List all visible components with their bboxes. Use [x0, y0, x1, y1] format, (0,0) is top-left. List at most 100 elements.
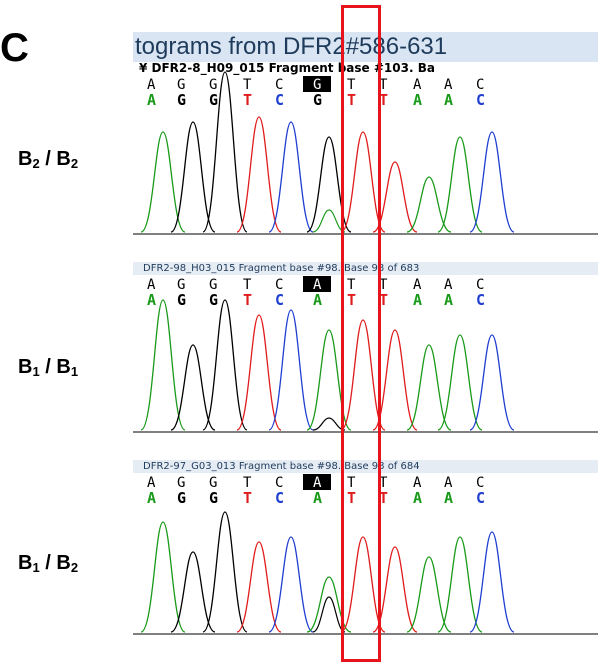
- peak-C: [469, 531, 515, 633]
- base-call: A: [413, 489, 422, 507]
- base-call: T: [347, 291, 356, 309]
- peak-G: [202, 71, 248, 233]
- base-call: T: [379, 291, 388, 309]
- base-letter: C: [275, 277, 283, 293]
- base-call: T: [347, 489, 356, 507]
- base-call: G: [209, 489, 218, 507]
- peak-T: [236, 314, 282, 431]
- peak-C: [469, 334, 515, 431]
- base-letter: G: [209, 475, 217, 491]
- base-call: A: [413, 91, 422, 109]
- peak-A: [437, 536, 483, 633]
- base-letter: A: [147, 77, 156, 93]
- base-letter: C: [476, 277, 484, 293]
- peak-T: [340, 131, 386, 233]
- base-letter: G: [209, 77, 217, 93]
- peak-T: [372, 329, 418, 431]
- selected-base-highlight: [303, 276, 331, 292]
- base-letter: A: [147, 277, 156, 293]
- base-call: G: [177, 91, 186, 109]
- base-letter: A: [413, 277, 422, 293]
- peak-T: [372, 546, 418, 633]
- trace-header-2: DFR2-98_H03_015 Fragment base #98. Base …: [133, 262, 598, 275]
- trace-2: A G G T C A T T A A CA G G T C A T T A A C: [133, 276, 598, 433]
- peak-T: [340, 536, 386, 633]
- base-call: C: [476, 489, 485, 507]
- chromatogram-viewer: tograms from DFR2#586-631 ¥ DFR2-8_H09_0…: [133, 32, 598, 662]
- selected-base-highlight: [303, 76, 331, 92]
- base-letter: T: [379, 277, 388, 293]
- base-call: A: [444, 91, 453, 109]
- base-call: T: [243, 91, 252, 109]
- base-call: G: [177, 489, 186, 507]
- peak-A: [437, 334, 483, 431]
- base-letter: A: [313, 277, 322, 293]
- peak-C: [268, 309, 314, 431]
- trace-1: A G G T C G T T A A CA G G T C G T T A A C: [133, 71, 598, 235]
- base-call: C: [476, 291, 485, 309]
- base-call: C: [275, 291, 284, 309]
- peak-A: [140, 131, 186, 233]
- base-call: T: [243, 291, 252, 309]
- base-letter: T: [347, 475, 356, 491]
- base-letter: T: [243, 277, 252, 293]
- base-letter: C: [275, 475, 283, 491]
- viewer-title: tograms from DFR2#586-631: [133, 32, 598, 62]
- base-letter: T: [347, 77, 356, 93]
- base-letter: T: [379, 77, 388, 93]
- peak-A: [437, 136, 483, 233]
- panel-letter: C: [0, 26, 29, 70]
- genotype-label-2: B1 / B1: [18, 356, 79, 379]
- base-call: G: [209, 91, 218, 109]
- base-letter: C: [476, 475, 484, 491]
- genotype-label-3: B1 / B2: [18, 552, 79, 575]
- peak-C: [268, 121, 314, 233]
- peak-A: [406, 556, 452, 633]
- peak-T: [340, 319, 386, 431]
- selected-base-highlight: [303, 474, 331, 490]
- base-call: G: [313, 91, 322, 109]
- base-call: T: [243, 489, 252, 507]
- genotype-label-1: B2 / B2: [18, 148, 79, 171]
- base-call: A: [313, 489, 322, 507]
- peak-G: [202, 299, 248, 431]
- base-letter: T: [379, 475, 388, 491]
- snp-highlight-box: [341, 5, 381, 662]
- base-call: C: [275, 91, 284, 109]
- peak-T: [236, 116, 282, 233]
- trace-header-3: DFR2-97_G03_013 Fragment base #98. Base …: [133, 460, 598, 473]
- peak-C: [469, 131, 515, 233]
- base-letter: G: [177, 277, 185, 293]
- base-letter: G: [177, 77, 185, 93]
- base-call: A: [313, 291, 322, 309]
- peak-G: [202, 511, 248, 633]
- base-letter: C: [275, 77, 283, 93]
- base-call: A: [147, 291, 156, 309]
- base-call: T: [379, 91, 388, 109]
- base-call: T: [379, 489, 388, 507]
- base-letter: A: [444, 475, 453, 491]
- chromatogram-traces: A G G T C G T T A A CA G G T C G T T A A CA G G T C A T T A A CA G G T C A T…: [133, 71, 598, 635]
- secondary-peak: [312, 417, 346, 431]
- peak-T: [236, 541, 282, 633]
- secondary-peak: [312, 209, 346, 233]
- trace-3: A G G T C A T T A A CA G G T C A T T A A C: [133, 474, 598, 635]
- base-call: C: [275, 489, 284, 507]
- peak-A: [140, 299, 186, 431]
- peak-A: [406, 176, 452, 233]
- peak-C: [268, 536, 314, 633]
- base-call: A: [444, 291, 453, 309]
- base-letter: A: [313, 475, 322, 491]
- base-call: T: [347, 91, 356, 109]
- base-letter: T: [243, 77, 252, 93]
- peak-G: [170, 344, 216, 431]
- base-letter: A: [147, 475, 156, 491]
- base-letter: G: [313, 77, 321, 93]
- peak-A: [406, 344, 452, 431]
- peak-G: [170, 551, 216, 633]
- base-call: A: [413, 291, 422, 309]
- base-call: G: [209, 291, 218, 309]
- base-call: A: [444, 489, 453, 507]
- base-letter: T: [347, 277, 356, 293]
- base-letter: A: [444, 277, 453, 293]
